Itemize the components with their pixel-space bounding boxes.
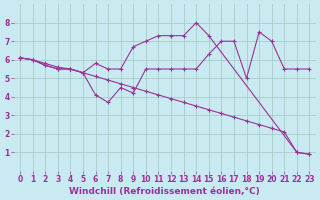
X-axis label: Windchill (Refroidissement éolien,°C): Windchill (Refroidissement éolien,°C) — [69, 187, 260, 196]
